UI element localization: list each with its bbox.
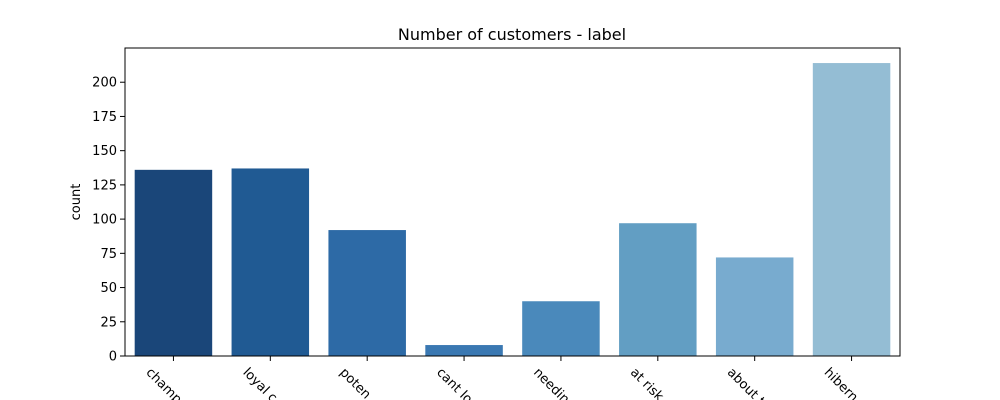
plot-frame	[124, 47, 901, 357]
y-tick-label-1: 25	[100, 315, 117, 330]
x-tick-label-2: poten	[336, 365, 373, 400]
y-tick-label-7: 175	[92, 110, 117, 125]
x-tick-label-0: champ	[143, 365, 185, 400]
bars-group	[134, 63, 891, 357]
x-tick-label-7: hibern	[821, 365, 861, 400]
x-tick-label-1: loyal c	[239, 365, 279, 400]
bar-1	[231, 168, 310, 356]
y-axis-label: count	[69, 184, 84, 221]
x-axis: champ loyal c poten cant lo needin at risk abo…	[143, 356, 861, 400]
y-tick-label-0: 0	[109, 350, 117, 365]
bar-0	[134, 169, 213, 356]
bar-7	[812, 63, 891, 357]
x-tick-label-3: cant lo	[433, 365, 475, 400]
x-tick-label-4: needin	[530, 365, 572, 400]
chart-title: Number of customers - label	[398, 25, 626, 44]
y-tick-label-2: 50	[100, 281, 117, 296]
x-tick-label-5: at risk	[627, 365, 667, 400]
bar-6	[715, 257, 794, 356]
y-tick-label-4: 100	[92, 213, 117, 228]
y-tick-label-3: 75	[100, 247, 117, 262]
y-axis: 0 25 50 75 100 125 150 175 200	[92, 76, 125, 365]
bar-3	[425, 345, 503, 356]
bar-4	[522, 301, 600, 356]
y-tick-label-5: 125	[92, 178, 117, 193]
x-tick-label-6: about t	[724, 365, 768, 400]
y-tick-label-8: 200	[92, 76, 117, 91]
bar-2	[328, 230, 406, 356]
y-tick-label-6: 150	[92, 144, 117, 159]
bar-5	[619, 223, 697, 356]
